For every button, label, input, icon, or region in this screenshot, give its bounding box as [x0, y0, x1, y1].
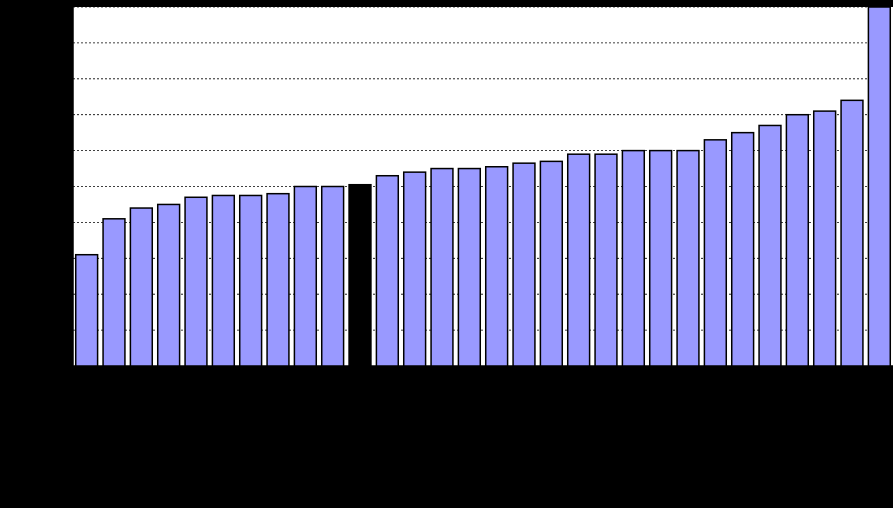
bar [74, 253, 99, 367]
bar [457, 167, 482, 367]
bar [184, 196, 208, 367]
bar [539, 160, 564, 367]
bar [293, 185, 318, 367]
bar [484, 166, 509, 367]
bar [211, 194, 236, 367]
bar [785, 113, 810, 367]
bar [812, 110, 837, 367]
bar [867, 6, 892, 367]
bar [648, 149, 673, 367]
bar [320, 185, 345, 367]
bar [594, 153, 618, 367]
bar [129, 207, 154, 367]
bar [840, 99, 864, 367]
bar [730, 131, 755, 367]
bar [758, 124, 782, 367]
bar [348, 183, 372, 367]
bar [375, 174, 400, 367]
bar [703, 139, 728, 367]
bar [238, 194, 263, 367]
bar [430, 167, 454, 367]
bar [621, 149, 646, 367]
bar [512, 162, 536, 367]
bar [102, 218, 126, 367]
bar [676, 149, 700, 367]
bar [156, 203, 181, 367]
bar [566, 153, 591, 367]
bar [402, 171, 427, 367]
bar [266, 192, 290, 367]
